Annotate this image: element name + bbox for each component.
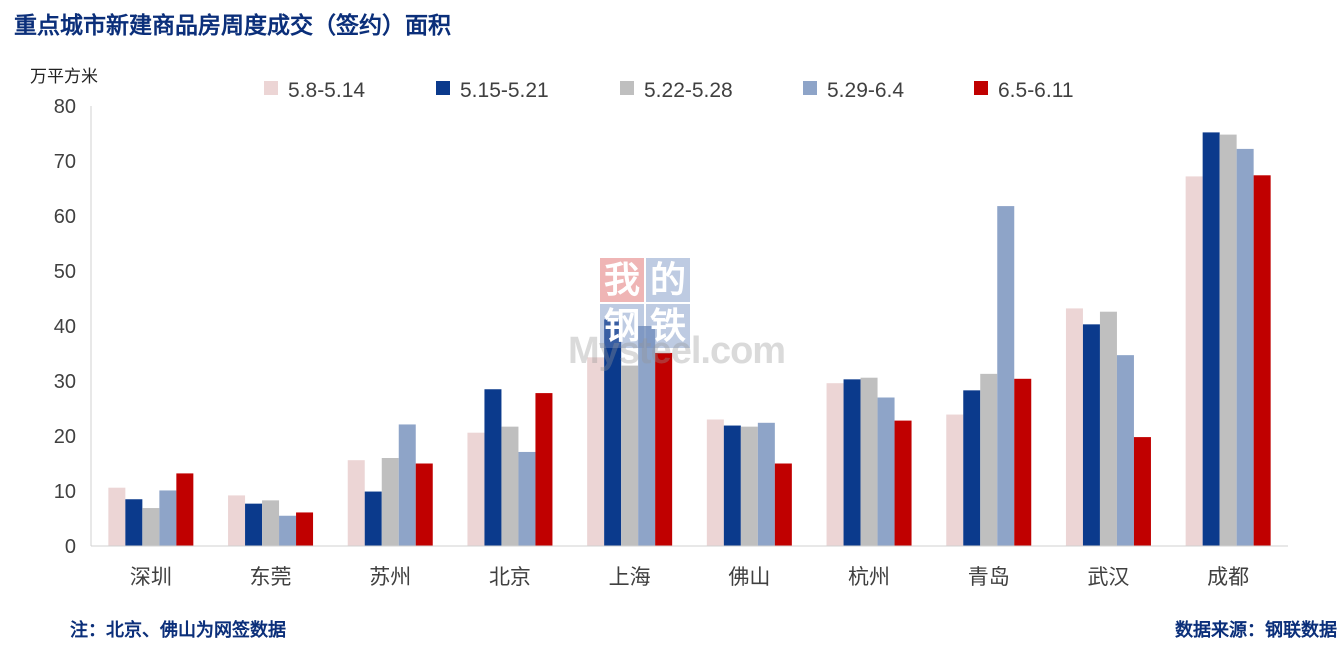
bar [774,463,792,546]
x-tick-label: 杭州 [848,565,890,589]
bar [826,383,844,546]
bar [894,420,912,546]
bar [997,206,1015,546]
y-tick-label: 50 [54,261,76,283]
bar [946,414,964,546]
bar [228,495,246,546]
bar [843,379,861,546]
bars [108,132,1271,547]
y-tick-label: 20 [54,426,76,448]
y-tick-label: 60 [54,206,76,228]
legend-swatch [974,81,988,95]
legend-swatch [620,81,634,95]
legend-label: 5.15-5.21 [460,79,549,102]
legend-label: 6.5-6.11 [998,79,1074,102]
bar [415,463,433,546]
bar [518,451,536,546]
bar [860,377,878,546]
bar [1014,378,1032,546]
bar [877,397,895,546]
footnote: 注：北京、佛山为网签数据 [70,620,286,641]
bar [706,419,724,546]
x-axis: 深圳 东莞 苏州 北京 上海 佛山 杭州 青岛 武汉 成都 [91,545,1288,589]
bar [1082,324,1100,546]
bar [1185,176,1203,546]
x-tick-label: 东莞 [250,565,292,589]
y-tick-label: 70 [54,151,76,173]
bar [740,426,758,546]
y-tick-label: 40 [54,316,76,338]
bar [108,487,126,546]
legend-swatch [436,81,450,95]
y-tick-label: 0 [65,536,76,558]
bar [604,319,622,546]
x-tick-label: 成都 [1207,565,1249,589]
x-tick-label: 苏州 [369,565,411,589]
bar [1099,311,1117,546]
bar [621,365,639,546]
legend-swatch [803,81,817,95]
bar [467,432,485,546]
bar [501,426,519,546]
bar [398,424,416,546]
y-axis-unit-label: 万平方米 [30,67,98,87]
y-tick-label: 30 [54,371,76,393]
bar [1133,437,1151,546]
x-tick-label: 上海 [609,565,651,589]
bar [1236,148,1254,546]
bar [535,393,553,546]
y-tick-label: 10 [54,481,76,503]
bar [142,508,160,546]
legend-label: 5.22-5.28 [644,79,733,102]
bar [587,357,605,546]
data-source: 数据来源：钢联数据 [1175,620,1337,641]
bar [963,390,981,546]
bar [757,422,775,546]
x-tick-label: 佛山 [728,565,770,589]
bar [125,499,143,546]
bar [381,458,399,546]
bar [279,515,297,546]
legend-label: 5.8-5.14 [288,79,365,102]
legend-swatch [264,81,278,95]
bar [980,373,998,546]
y-axis: 0 10 20 30 40 50 60 70 80 [54,96,92,558]
bar [638,326,656,546]
bar [1116,355,1134,546]
bar [176,473,194,546]
bar [1202,132,1220,546]
bar [1253,175,1271,547]
bar [245,503,263,546]
x-tick-label: 北京 [489,565,531,589]
legend-label: 5.29-6.4 [827,79,904,102]
bar [1219,134,1237,546]
bar [159,490,177,546]
bar [1065,308,1083,546]
bar [262,500,280,546]
bar [296,512,314,546]
bar [723,425,741,546]
x-tick-label: 武汉 [1087,565,1129,589]
legend: 5.8-5.14 5.15-5.21 5.22-5.28 5.29-6.4 6.5-6.… [264,79,1074,102]
x-tick-label: 青岛 [968,565,1010,589]
bar [364,491,382,546]
bar [655,352,673,546]
chart-title: 重点城市新建商品房周度成交（签约）面积 [14,12,451,39]
bar [347,460,365,546]
bar [484,389,502,546]
y-tick-label: 80 [54,96,76,118]
x-tick-label: 深圳 [130,565,172,589]
